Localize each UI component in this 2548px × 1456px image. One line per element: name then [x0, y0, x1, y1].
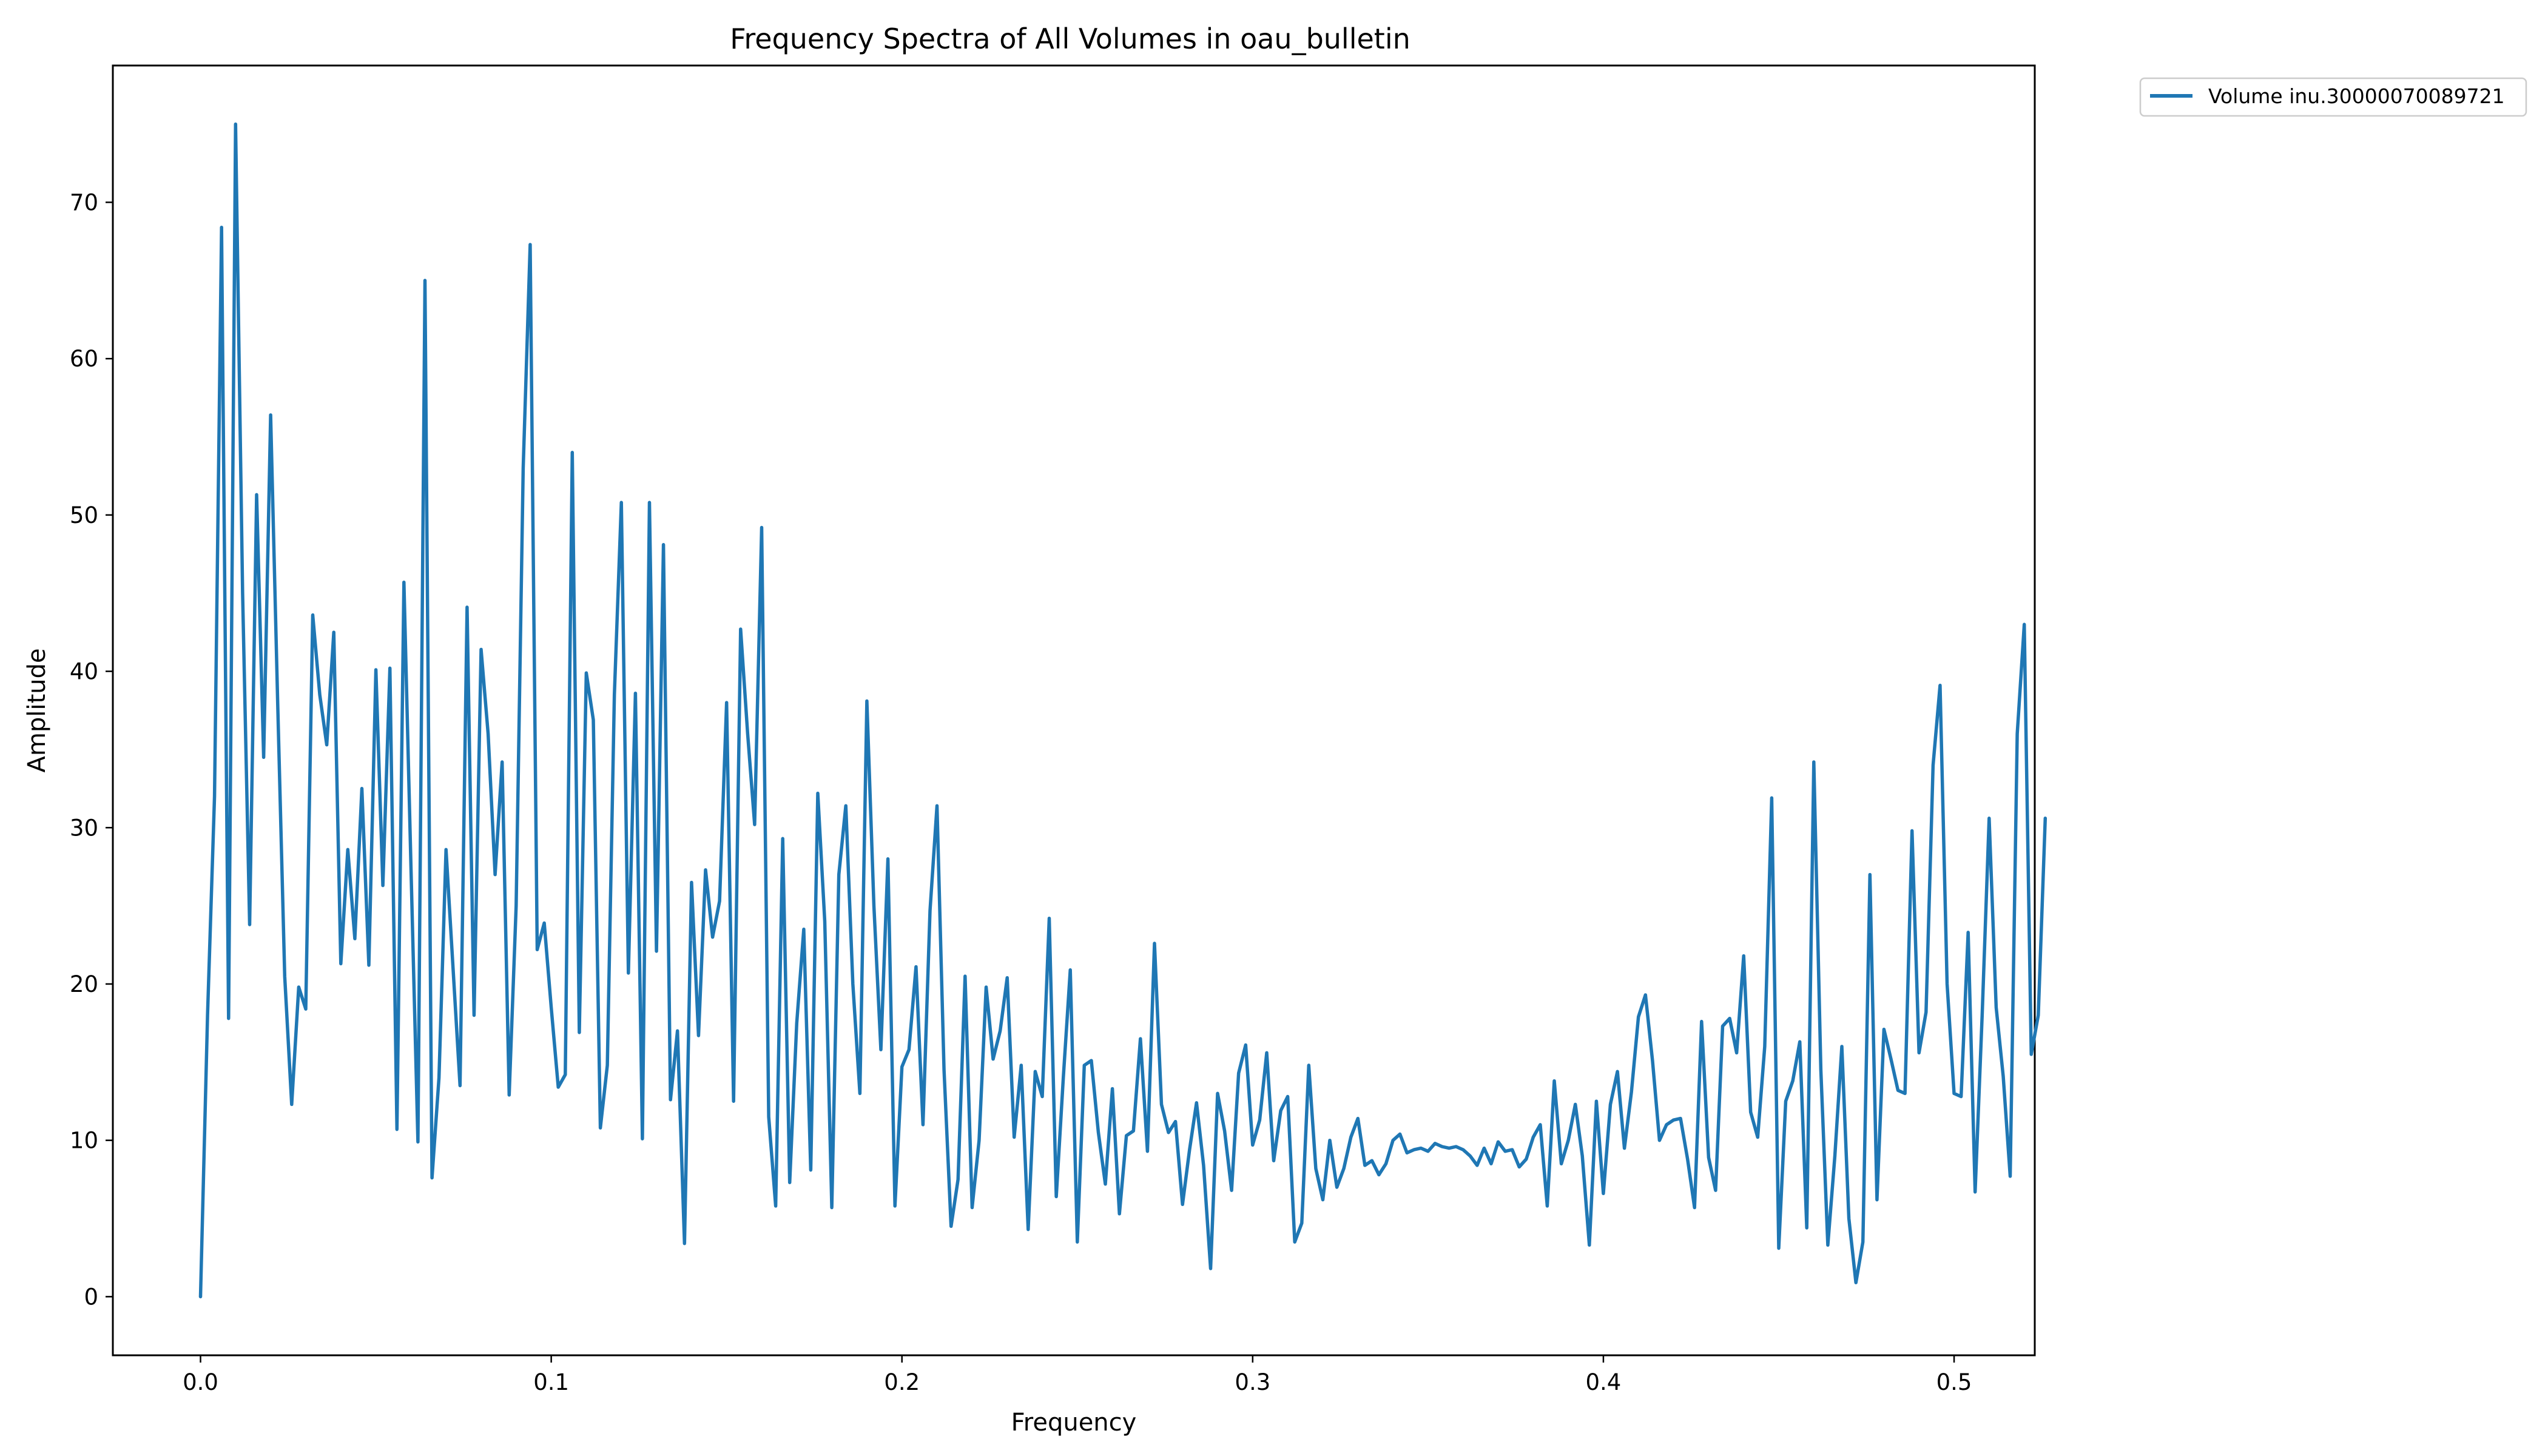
- y-tick-label: 0: [84, 1284, 98, 1310]
- x-tick-label: 0.1: [533, 1369, 569, 1395]
- y-axis-label: Amplitude: [23, 649, 51, 773]
- x-tick-label: 0.5: [1936, 1369, 1972, 1395]
- y-tick-label: 50: [70, 502, 98, 528]
- series-layer: [198, 122, 2048, 1299]
- x-tick-label: 0.3: [1235, 1369, 1270, 1395]
- x-tick-label: 0.4: [1586, 1369, 1622, 1395]
- y-tick-label: 30: [70, 815, 98, 841]
- y-tick-label: 20: [70, 971, 98, 997]
- x-tick-label: 0.2: [884, 1369, 920, 1395]
- y-tick-label: 40: [70, 659, 98, 685]
- legend: Volume inu.30000070089721: [2139, 77, 2527, 117]
- x-axis-label: Frequency: [1011, 1409, 1137, 1437]
- x-axis-ticks: 0.0 0.1 0.2 0.3 0.4 0.5: [183, 1355, 1972, 1395]
- x-tick-label: 0.0: [183, 1369, 218, 1395]
- plot-area: 0.0 0.1 0.2 0.3 0.4 0.5 0 10 20 30 40 50 60 70: [70, 64, 2048, 1395]
- legend-label: Volume inu.30000070089721: [2208, 84, 2505, 108]
- chart-title: Frequency Spectra of All Volumes in oau_…: [730, 22, 1410, 55]
- legend-frame: [2139, 77, 2527, 117]
- y-tick-label: 10: [70, 1128, 98, 1154]
- y-tick-label: 60: [70, 346, 98, 372]
- y-tick-label: 70: [70, 189, 98, 215]
- plot-frame: [112, 64, 2036, 1357]
- series-line-0: [198, 122, 2048, 1299]
- y-axis-ticks: 0 10 20 30 40 50 60 70: [70, 189, 113, 1310]
